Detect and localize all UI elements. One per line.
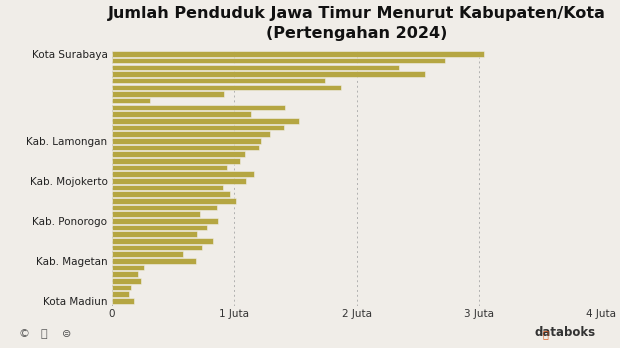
Bar <box>112 71 425 77</box>
Bar <box>112 252 183 257</box>
Bar <box>112 285 131 290</box>
Bar <box>112 292 129 297</box>
Bar <box>112 105 285 110</box>
Bar <box>112 51 484 57</box>
Title: Jumlah Penduduk Jawa Timur Menurut Kabupaten/Kota
(Pertengahan 2024): Jumlah Penduduk Jawa Timur Menurut Kabup… <box>107 6 606 41</box>
Bar <box>112 298 135 304</box>
Bar <box>112 178 246 183</box>
Bar <box>112 98 149 103</box>
Bar <box>112 111 251 117</box>
Bar <box>112 238 213 244</box>
Bar <box>112 198 236 204</box>
Bar <box>112 265 144 270</box>
Text: Ⓐ: Ⓐ <box>40 329 47 339</box>
Bar <box>112 245 202 250</box>
Bar <box>112 231 197 237</box>
Bar <box>112 92 224 97</box>
Bar <box>112 65 399 70</box>
Text: ⯈: ⯈ <box>542 329 548 339</box>
Bar <box>112 132 270 137</box>
Bar <box>112 205 217 210</box>
Bar <box>112 271 138 277</box>
Bar <box>112 225 207 230</box>
Bar <box>112 125 284 130</box>
Bar <box>112 151 245 157</box>
Bar <box>112 118 299 124</box>
Bar <box>112 218 218 223</box>
Bar <box>112 145 259 150</box>
Bar <box>112 172 254 177</box>
Bar <box>112 185 223 190</box>
Bar <box>112 85 340 90</box>
Bar <box>112 258 196 263</box>
Bar <box>112 158 240 164</box>
Bar <box>112 191 231 197</box>
Bar <box>112 138 261 143</box>
Bar <box>112 78 325 84</box>
Text: databoks: databoks <box>534 326 595 339</box>
Bar <box>112 58 445 63</box>
Text: ©: © <box>19 329 30 339</box>
Bar <box>112 278 141 284</box>
Text: ⊜: ⊜ <box>62 329 71 339</box>
Bar <box>112 212 200 217</box>
Bar <box>112 165 227 170</box>
